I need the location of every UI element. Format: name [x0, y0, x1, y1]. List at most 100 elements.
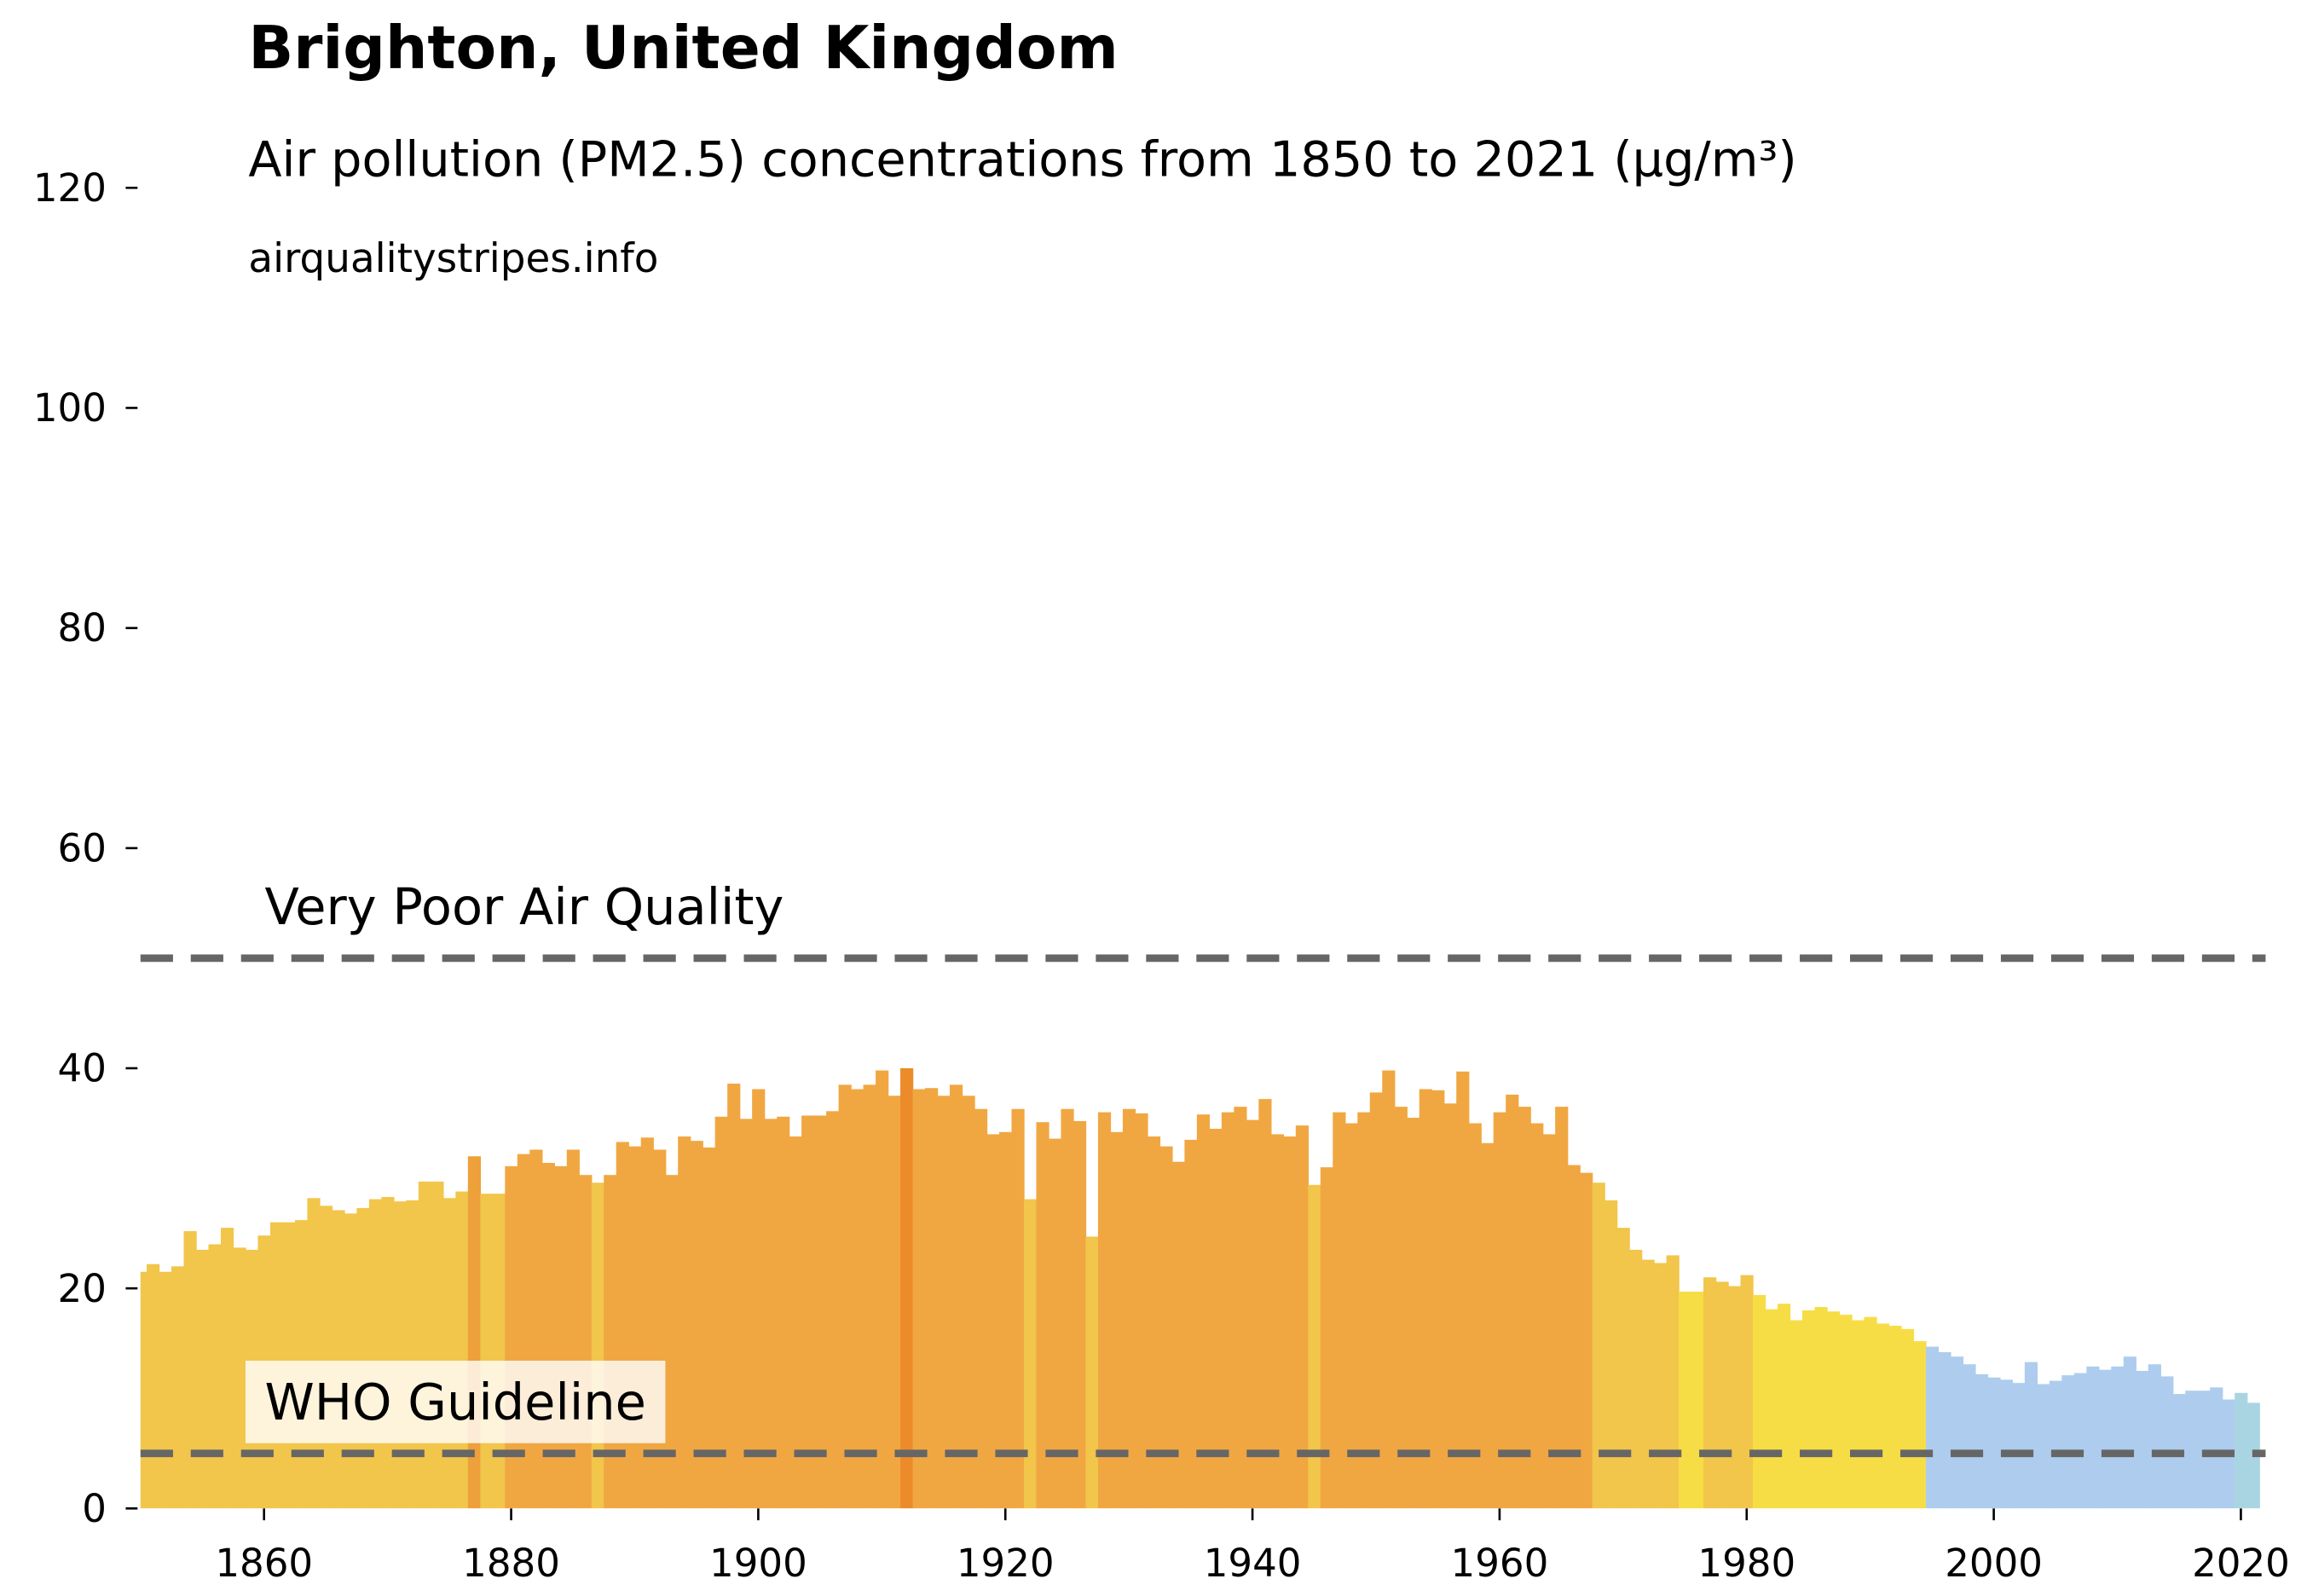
bar: [1555, 1107, 1569, 1509]
bar: [703, 1147, 716, 1509]
bar: [1135, 1113, 1148, 1509]
bar: [2061, 1375, 2075, 1509]
bar: [950, 1084, 963, 1509]
bar: [764, 1119, 778, 1509]
overlay: 0 20 40 60 80 100 120 1860 1880 1900 1920 1940 1960 1…: [33, 165, 2290, 1586]
bar: [1938, 1352, 1951, 1509]
bar: [1073, 1120, 1087, 1509]
x-tick-label: 1980: [1697, 1541, 1795, 1586]
bar: [2123, 1356, 2136, 1509]
bar: [1616, 1228, 1630, 1509]
bar: [1753, 1294, 1766, 1509]
bar: [307, 1198, 321, 1509]
bar: [1864, 1316, 1877, 1509]
bar: [1382, 1070, 1396, 1509]
bar: [727, 1084, 741, 1509]
y-tick-label: 80: [58, 605, 107, 651]
bar: [1085, 1236, 1099, 1509]
bar: [1023, 1199, 1038, 1509]
label-box: [245, 1360, 666, 1443]
bar: [1493, 1112, 1506, 1509]
bar: [1592, 1183, 1605, 1509]
bar: [937, 1096, 951, 1509]
bar: [912, 1089, 926, 1509]
bar: [863, 1084, 876, 1509]
bar: [2037, 1384, 2050, 1509]
bar: [1913, 1341, 1927, 1509]
bar: [1567, 1165, 1581, 1509]
bar: [1196, 1114, 1211, 1509]
bar: [1826, 1311, 1841, 1509]
bar: [2197, 1391, 2211, 1509]
bar: [1357, 1112, 1371, 1509]
bar: [925, 1088, 939, 1509]
bar: [1097, 1112, 1112, 1509]
bar: [1777, 1304, 1791, 1509]
x-tick-label: 1920: [957, 1541, 1055, 1586]
bar: [1666, 1255, 1680, 1509]
bar: [1431, 1090, 1445, 1509]
bar: [2073, 1373, 2087, 1509]
bar: [1295, 1125, 1309, 1509]
bar: [332, 1210, 345, 1509]
bar: [1443, 1103, 1457, 1509]
bar: [876, 1070, 889, 1509]
bar: [1950, 1356, 1964, 1509]
bar: [1801, 1310, 1816, 1509]
bar: [1246, 1119, 1260, 1509]
bar: [2210, 1387, 2223, 1509]
bar: [1728, 1286, 1742, 1509]
bar: [1641, 1259, 1655, 1509]
bar: [1679, 1292, 1692, 1509]
bar: [2160, 1376, 2174, 1509]
bar: [1011, 1108, 1025, 1509]
bar: [1122, 1108, 1136, 1509]
bar: [1790, 1320, 1803, 1509]
bar: [1407, 1118, 1420, 1509]
bar: [1147, 1136, 1161, 1509]
bar: [1765, 1309, 1778, 1509]
bar: [579, 1175, 593, 1509]
bar: [690, 1141, 703, 1509]
bar: [1394, 1107, 1408, 1509]
bar: [140, 1271, 147, 1509]
bar: [826, 1111, 840, 1509]
bar: [604, 1175, 617, 1509]
bar: [1159, 1146, 1173, 1509]
x-tick-label: 1880: [462, 1541, 560, 1586]
bar: [2235, 1392, 2248, 1509]
bar: [1320, 1167, 1333, 1509]
bar: [665, 1175, 679, 1509]
x-tick-label: 1860: [215, 1541, 313, 1586]
bar: [1888, 1326, 1902, 1509]
bar: [2185, 1391, 2199, 1509]
bar: [208, 1244, 222, 1509]
bar: [813, 1115, 827, 1509]
bar: [1580, 1172, 1593, 1509]
reference-label: Very Poor Air Quality: [264, 877, 783, 936]
bar: [171, 1266, 185, 1509]
bar: [1814, 1307, 1828, 1509]
bar: [418, 1181, 432, 1509]
bar: [442, 1198, 457, 1509]
bar: [1629, 1249, 1643, 1509]
bar: [1975, 1373, 1989, 1509]
bar: [480, 1194, 494, 1509]
bar: [1344, 1123, 1358, 1509]
y-tick-label: 0: [82, 1486, 107, 1531]
reference-label: WHO Guideline: [264, 1373, 645, 1431]
bar: [1506, 1094, 1519, 1509]
bar: [393, 1201, 408, 1509]
bar: [381, 1197, 395, 1509]
bar: [1234, 1107, 1247, 1509]
bar: [1468, 1123, 1482, 1509]
bar: [1999, 1379, 2014, 1509]
bar: [2098, 1369, 2112, 1509]
bar: [789, 1136, 802, 1509]
y-tick-label: 40: [58, 1046, 107, 1091]
y-tick-label: 100: [33, 385, 107, 431]
bar: [1369, 1092, 1383, 1509]
x-tick-label: 1940: [1204, 1541, 1302, 1586]
bar: [838, 1084, 852, 1509]
